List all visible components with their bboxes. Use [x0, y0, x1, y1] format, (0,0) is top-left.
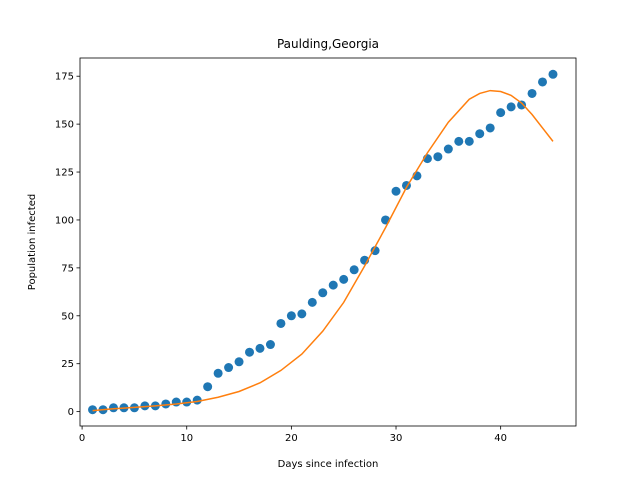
plot-area: [79, 57, 577, 427]
data-point: [140, 401, 150, 411]
data-point: [108, 403, 118, 413]
y-tick-label: 150: [55, 120, 74, 131]
data-point: [454, 136, 464, 146]
data-point: [391, 186, 401, 196]
fit-line: [92, 89, 554, 412]
data-point: [433, 152, 443, 162]
data-point: [464, 136, 474, 146]
data-point: [349, 265, 359, 275]
data-point: [443, 144, 453, 154]
data-point: [265, 340, 275, 350]
plot-frame: [79, 57, 577, 427]
y-tick-label: 100: [55, 215, 74, 226]
y-axis-ticks: 0 25 50 75 100 125 150 175: [55, 72, 80, 418]
data-point: [318, 288, 328, 298]
data-point: [485, 123, 495, 133]
x-axis-ticks: 0 10 20 30 40: [79, 426, 507, 444]
data-point: [255, 343, 265, 353]
data-point: [286, 311, 296, 321]
x-axis-label: Days since infection: [278, 459, 379, 470]
data-point: [88, 405, 98, 415]
x-tick-label: 30: [390, 433, 403, 444]
x-tick-label: 20: [285, 433, 298, 444]
data-point: [506, 102, 516, 112]
x-tick-label: 10: [180, 433, 193, 444]
y-tick-label: 50: [61, 311, 74, 322]
data-point: [538, 77, 548, 87]
data-point: [475, 129, 485, 139]
y-tick-label: 0: [68, 407, 74, 418]
data-point: [203, 382, 213, 392]
data-point: [234, 357, 244, 367]
chart-title: Paulding,Georgia: [277, 37, 379, 51]
data-point: [370, 246, 380, 256]
data-point: [328, 280, 338, 290]
y-tick-label: 125: [55, 168, 74, 179]
x-tick-label: 40: [494, 433, 507, 444]
y-tick-label: 25: [61, 359, 74, 370]
data-point: [339, 274, 349, 284]
data-point: [276, 318, 286, 328]
data-point: [496, 108, 506, 118]
data-point: [307, 297, 317, 307]
data-point: [213, 368, 223, 378]
data-point: [548, 69, 558, 79]
data-point: [517, 100, 527, 110]
data-point: [297, 309, 307, 319]
y-tick-label: 175: [55, 72, 74, 83]
data-point: [171, 397, 181, 407]
data-point: [527, 88, 537, 98]
y-tick-label: 75: [61, 263, 74, 274]
data-point: [245, 347, 255, 357]
y-axis-label: Population infected: [27, 194, 38, 290]
data-point: [224, 363, 234, 373]
data-point: [161, 399, 171, 409]
x-tick-label: 0: [79, 433, 85, 444]
